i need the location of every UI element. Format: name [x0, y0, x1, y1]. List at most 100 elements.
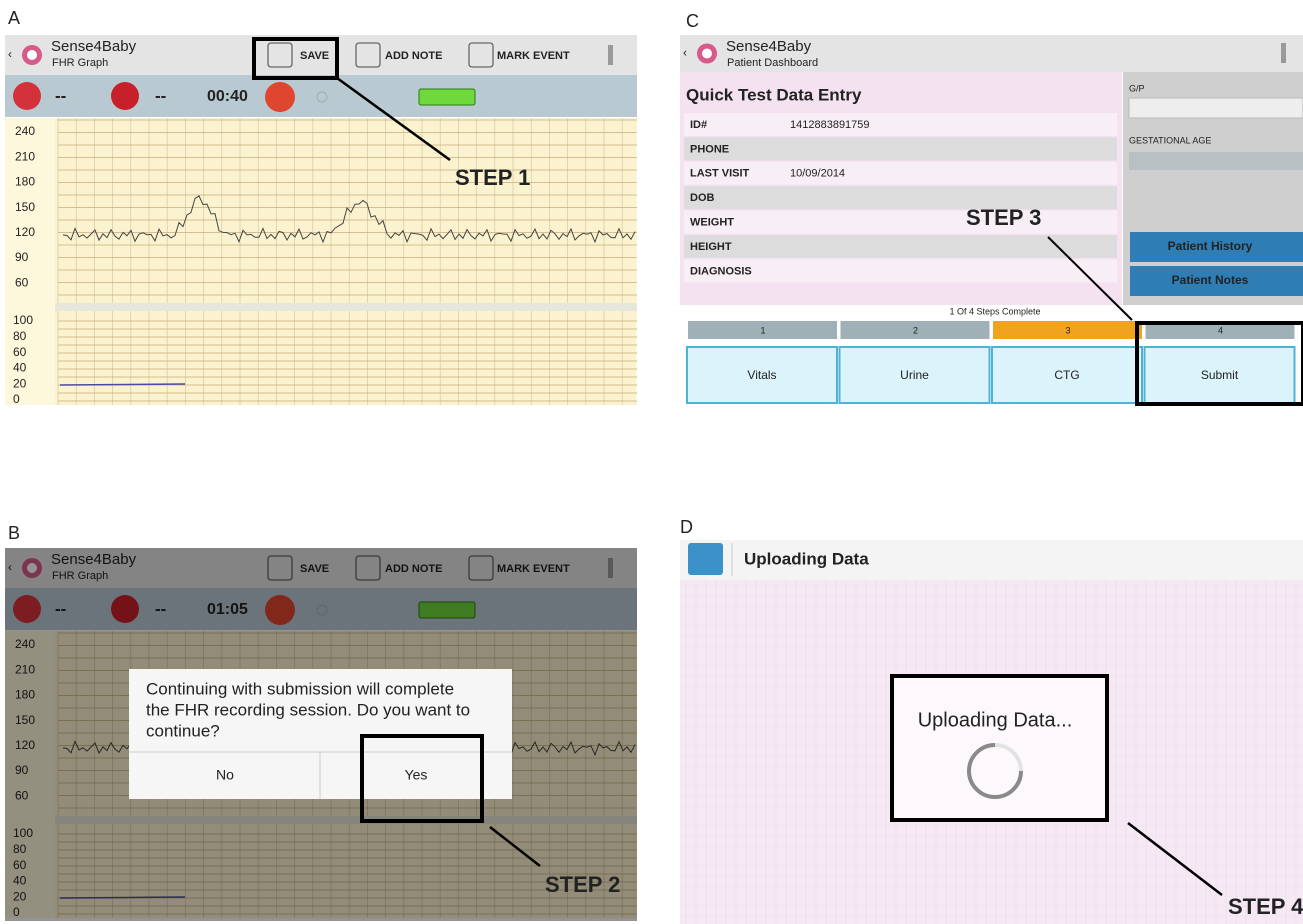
- spinner-small: [316, 91, 328, 103]
- progress-number: 2: [913, 325, 918, 335]
- back-caret: ‹: [8, 47, 12, 61]
- step-highlight: [1135, 321, 1303, 406]
- fhr-heart: [13, 82, 41, 110]
- fhr-reading: --: [55, 599, 66, 618]
- step-arrow: [336, 76, 451, 162]
- record-button[interactable]: [265, 82, 295, 112]
- back-button[interactable]: [688, 543, 723, 575]
- toco-axis-label: 20: [13, 889, 27, 903]
- form-title: Quick Test Data Entry: [686, 85, 862, 104]
- action-icon: [267, 42, 293, 68]
- field-label: DIAGNOSIS: [690, 265, 752, 277]
- record-button[interactable]: [265, 595, 295, 625]
- toco-axis-label: 0: [13, 392, 20, 406]
- toco-axis-label: 0: [13, 905, 20, 919]
- action-button[interactable]: MARK EVENT: [497, 563, 570, 575]
- field-value: 1412883891759: [790, 119, 870, 131]
- fhr-heart: [13, 595, 41, 623]
- form-row: [684, 137, 1117, 161]
- toco-axis-label: 100: [13, 313, 33, 327]
- upload-screen: Uploading Data Uploading Data...: [680, 540, 1303, 924]
- progress-segment: [993, 321, 1142, 339]
- side-button[interactable]: [1130, 266, 1303, 296]
- field-label: DOB: [690, 192, 715, 204]
- app-name: Sense4Baby: [726, 38, 812, 55]
- action-button[interactable]: SAVE: [300, 50, 329, 62]
- field-label: LAST VISIT: [690, 168, 750, 180]
- toco-axis-label: 60: [13, 345, 27, 359]
- dialog-button[interactable]: No: [216, 767, 234, 783]
- toco-heart: [111, 82, 139, 110]
- separator: [55, 816, 637, 824]
- progress-number: 1: [760, 325, 765, 335]
- fhr-axis-label: 90: [15, 763, 29, 777]
- panel-letter: B: [8, 523, 20, 543]
- battery: [418, 88, 476, 106]
- separator: [55, 303, 637, 311]
- gp-input: [1128, 97, 1303, 119]
- action-button[interactable]: SAVE: [300, 563, 329, 575]
- field-label: HEIGHT: [690, 241, 732, 253]
- overflow-menu: [608, 45, 613, 65]
- fhr-trace: [62, 195, 636, 244]
- step-highlight: [890, 674, 1109, 822]
- gestational-input: [1129, 152, 1303, 170]
- step-highlight: [252, 37, 339, 80]
- tab-label[interactable]: Vitals: [747, 368, 776, 382]
- toco-heart: [111, 595, 139, 623]
- app-header: [680, 35, 1303, 72]
- tab-button[interactable]: [838, 346, 991, 404]
- action-button[interactable]: MARK EVENT: [497, 50, 570, 62]
- app-name: Sense4Baby: [51, 38, 137, 55]
- spinner-arc: [967, 743, 1023, 799]
- toco-reading: --: [155, 599, 166, 618]
- screen-name: Patient Dashboard: [727, 57, 818, 69]
- step-arrow: [1047, 236, 1133, 321]
- side-button-label[interactable]: Patient History: [1168, 239, 1253, 253]
- step-label: STEP 2: [545, 872, 620, 897]
- step-label: STEP 1: [455, 165, 530, 190]
- step-arrow: [489, 826, 541, 867]
- action-button[interactable]: ADD NOTE: [385, 563, 442, 575]
- fhr-axis-label: 90: [15, 250, 29, 264]
- tab-label[interactable]: Urine: [900, 368, 929, 382]
- fhr-axis-label: 120: [15, 738, 35, 752]
- tab-label[interactable]: CTG: [1054, 368, 1079, 382]
- action-icon: [468, 555, 494, 581]
- step-label: STEP 3: [966, 205, 1041, 230]
- progress-number: 4: [1218, 325, 1223, 335]
- toco-axis-label: 100: [13, 826, 33, 840]
- tab-button[interactable]: [1143, 346, 1296, 404]
- fhr-axis-label: 210: [15, 149, 35, 163]
- panel-letter: C: [686, 11, 699, 31]
- app-logo-inner: [702, 48, 712, 59]
- side-button[interactable]: [1130, 232, 1303, 262]
- dialog-message: continue?: [146, 721, 220, 740]
- fhr-axis-label: 60: [15, 275, 29, 289]
- field-label: ID#: [690, 119, 707, 131]
- back-caret: ‹: [8, 560, 12, 574]
- action-icon: [267, 555, 293, 581]
- panel-letter: D: [680, 517, 693, 537]
- fhr-axis-label: 120: [15, 225, 35, 239]
- back-caret: ‹: [683, 46, 687, 60]
- action-icon: [468, 42, 494, 68]
- form-row: [684, 259, 1117, 283]
- action-button[interactable]: ADD NOTE: [385, 50, 442, 62]
- fhr-axis-label: 60: [15, 788, 29, 802]
- side-label: GESTATIONAL AGE: [1129, 135, 1211, 145]
- tab-button[interactable]: [991, 346, 1143, 404]
- tab-label[interactable]: Submit: [1201, 368, 1239, 382]
- dialog-message: Continuing with submission will complete: [146, 679, 454, 698]
- fhr-axis-label: 150: [15, 200, 35, 214]
- dialog-button[interactable]: Yes: [405, 767, 428, 783]
- status-bar: [5, 75, 637, 117]
- step-label: STEP 4: [1228, 894, 1303, 919]
- fhr-axis-label: 180: [15, 688, 35, 702]
- progress-segment: [840, 321, 990, 339]
- status-bar: [5, 588, 637, 630]
- tab-button[interactable]: [686, 346, 838, 404]
- field-value: 10/09/2014: [790, 168, 845, 180]
- side-button-label[interactable]: Patient Notes: [1172, 273, 1249, 287]
- toco-axis-label: 20: [13, 376, 27, 390]
